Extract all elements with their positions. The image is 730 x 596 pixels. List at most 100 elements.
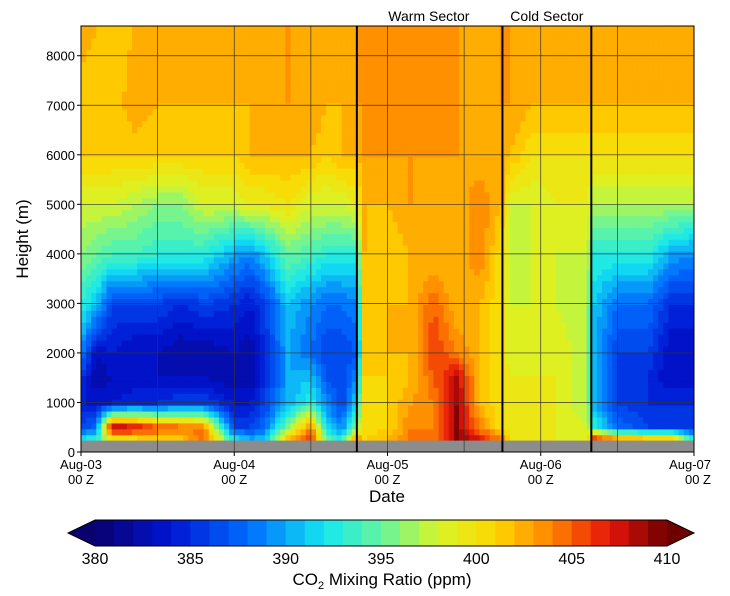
heatmap-cell — [433, 215, 440, 223]
heatmap-cell — [392, 405, 399, 412]
heatmap-cell — [198, 168, 205, 175]
heatmap-cell — [310, 322, 317, 329]
heatmap-cell — [275, 26, 281, 33]
heatmap-cell — [142, 37, 149, 45]
heatmap-cell — [259, 262, 266, 270]
heatmap-cell — [152, 114, 159, 122]
heatmap-cell — [244, 174, 251, 181]
heatmap-cell — [218, 286, 225, 294]
heatmap-cell — [162, 304, 169, 311]
heatmap-cell — [275, 375, 281, 382]
heatmap-cell — [438, 185, 445, 193]
heatmap-cell — [249, 102, 256, 110]
heatmap-cell — [203, 239, 210, 246]
heatmap-cell — [336, 363, 343, 371]
heatmap-cell — [367, 393, 373, 400]
heatmap-cell — [86, 434, 92, 442]
heatmap-cell — [361, 286, 368, 294]
heatmap-cell — [331, 298, 338, 305]
heatmap-cell — [162, 43, 169, 51]
heatmap-cell — [198, 381, 205, 388]
heatmap-cell — [413, 304, 419, 311]
heatmap-cell — [101, 280, 108, 288]
heatmap-cell — [341, 191, 348, 199]
heatmap-cell — [224, 43, 230, 51]
heatmap-cell — [402, 179, 409, 187]
heatmap-cell — [147, 114, 154, 122]
heatmap-cell — [351, 316, 358, 323]
heatmap-cell — [331, 209, 338, 217]
heatmap-cell — [397, 55, 404, 63]
heatmap-cell — [193, 286, 200, 294]
heatmap-cell — [183, 79, 189, 86]
heatmap-cell — [218, 31, 225, 39]
heatmap-cell — [433, 422, 440, 430]
heatmap-cell — [152, 357, 159, 365]
heatmap-cell — [239, 345, 246, 353]
heatmap-cell — [106, 387, 113, 394]
heatmap-cell — [249, 328, 256, 335]
heatmap-cell — [239, 67, 246, 74]
heatmap-cell — [433, 209, 440, 217]
heatmap-cell — [147, 91, 154, 98]
heatmap-cell — [346, 375, 353, 382]
heatmap-cell — [203, 351, 210, 359]
heatmap-cell — [193, 126, 200, 134]
heatmap-cell — [167, 239, 174, 246]
heatmap-cell — [321, 434, 327, 442]
heatmap-cell — [275, 203, 281, 211]
heatmap-cell — [428, 185, 435, 193]
heatmap-cell — [290, 91, 297, 98]
heatmap-cell — [229, 286, 235, 294]
heatmap-cell — [259, 428, 266, 436]
heatmap-cell — [198, 197, 205, 205]
heatmap-cell — [244, 114, 251, 122]
heatmap-cell — [137, 422, 143, 430]
heatmap-cell — [188, 37, 194, 45]
heatmap-cell — [310, 209, 317, 217]
heatmap-cell — [234, 357, 240, 365]
heatmap-cell — [356, 221, 363, 228]
heatmap-cell — [423, 209, 429, 217]
heatmap-cell — [111, 292, 118, 300]
heatmap-cell — [356, 144, 363, 151]
heatmap-cell — [315, 316, 322, 323]
heatmap-cell — [193, 345, 200, 353]
heatmap-cell — [275, 43, 281, 51]
heatmap-cell — [81, 97, 87, 104]
heatmap-cell — [361, 387, 368, 394]
heatmap-cell — [81, 91, 87, 98]
heatmap-cell — [367, 168, 373, 175]
heatmap-cell — [259, 345, 266, 353]
heatmap-cell — [208, 233, 215, 240]
heatmap-cell — [392, 162, 399, 169]
heatmap-cell — [402, 120, 409, 128]
heatmap-cell — [321, 339, 327, 347]
heatmap-cell — [336, 245, 343, 252]
heatmap-cell — [91, 369, 97, 377]
heatmap-cell — [244, 393, 251, 400]
heatmap-cell — [285, 31, 292, 39]
heatmap-cell — [254, 150, 261, 157]
heatmap-cell — [254, 102, 261, 110]
heatmap-cell — [86, 31, 92, 39]
heatmap-cell — [433, 168, 440, 175]
heatmap-cell — [264, 262, 271, 270]
heatmap-cell — [193, 221, 200, 228]
heatmap-cell — [290, 416, 297, 424]
heatmap-cell — [132, 114, 138, 122]
heatmap-cell — [326, 245, 332, 252]
heatmap-cell — [361, 280, 368, 288]
heatmap-cell — [126, 274, 133, 282]
heatmap-cell — [259, 286, 266, 294]
heatmap-cell — [367, 310, 373, 317]
heatmap-cell — [336, 345, 343, 353]
heatmap-cell — [382, 97, 389, 104]
heatmap-cell — [407, 280, 414, 288]
heatmap-cell — [275, 79, 281, 86]
heatmap-cell — [300, 369, 307, 377]
heatmap-cell — [218, 245, 225, 252]
heatmap-cell — [234, 114, 240, 122]
heatmap-cell — [413, 197, 419, 205]
heatmap-cell — [172, 174, 179, 181]
